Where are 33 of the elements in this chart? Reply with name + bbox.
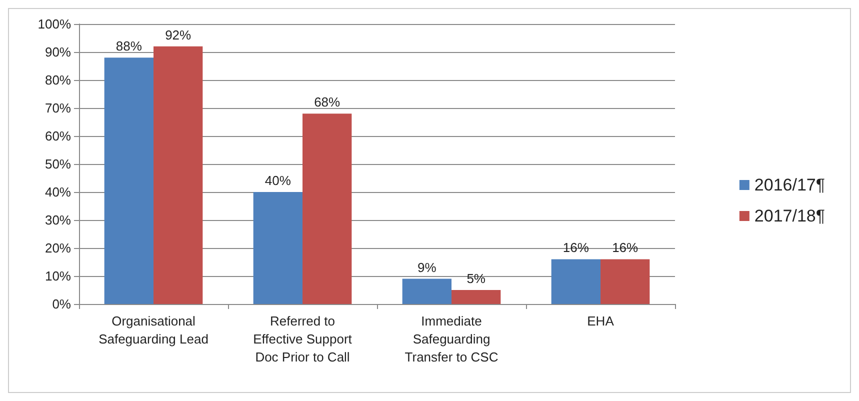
y-tick-label: 40% <box>44 184 72 200</box>
x-tick-label: Organisational Safeguarding Lead <box>98 314 208 346</box>
bar <box>402 278 452 304</box>
y-tick-label: 90% <box>44 44 72 60</box>
data-label: 5% <box>466 271 486 286</box>
x-tick-label: Immediate Safeguarding Transfer to CSC <box>404 314 498 364</box>
y-tick-label: 50% <box>44 156 72 172</box>
bar <box>104 58 154 304</box>
legend-label: 2017/18¶ <box>754 206 826 226</box>
y-tick-label: 100% <box>38 16 72 32</box>
bar <box>154 46 203 304</box>
y-tick-label: 80% <box>44 72 72 88</box>
x-tick-label: EHA <box>587 314 614 328</box>
data-label: 40% <box>264 173 292 188</box>
y-tick-label: 30% <box>44 212 72 228</box>
bar <box>452 290 501 304</box>
data-label: 88% <box>116 38 142 54</box>
data-label: 16% <box>562 240 590 256</box>
y-tick-label: 70% <box>44 100 72 116</box>
bar <box>551 259 600 304</box>
bar <box>302 114 352 304</box>
y-tick-label: 20% <box>44 240 72 256</box>
data-label: 16% <box>612 240 639 256</box>
y-tick-label: 10% <box>44 268 72 284</box>
data-label: 92% <box>165 27 192 42</box>
data-label: 68% <box>314 94 341 110</box>
x-tick-label: Referred to Effective Support Doc Prior to Call <box>253 314 352 364</box>
bar <box>253 192 302 304</box>
bar <box>600 259 650 304</box>
y-tick-label: 0% <box>52 296 72 312</box>
data-label: 9% <box>418 260 437 275</box>
y-tick-label: 60% <box>44 128 72 144</box>
legend-label: 2016/17¶ <box>754 176 826 194</box>
